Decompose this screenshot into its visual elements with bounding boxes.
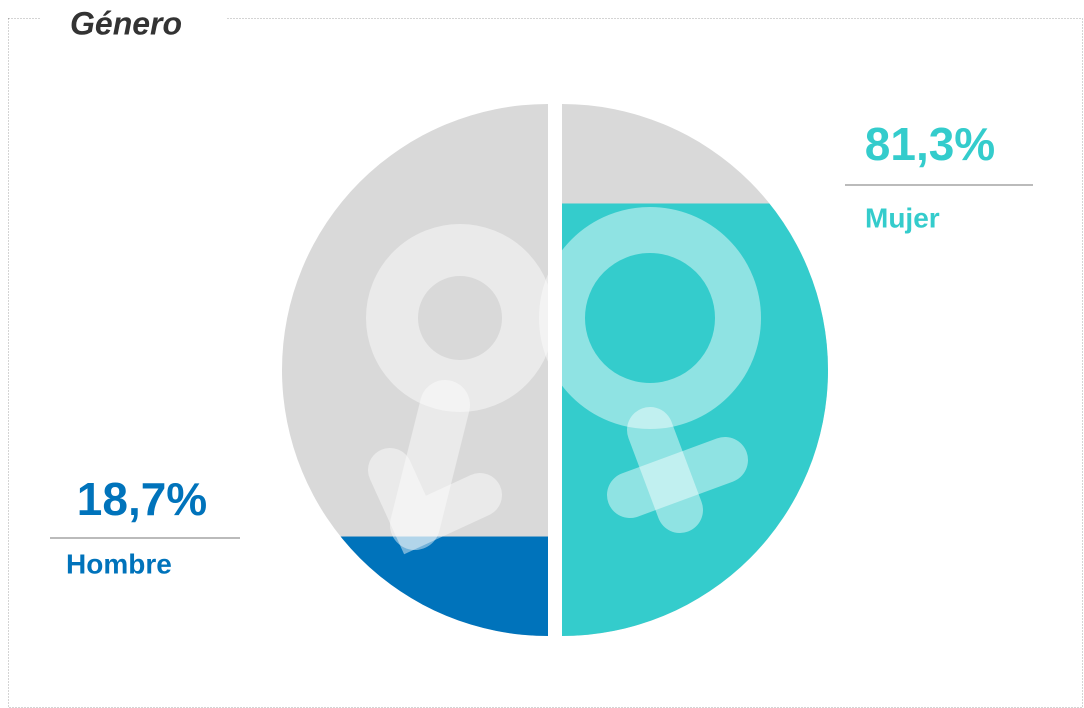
value-label: 18,7% [77, 473, 207, 525]
fill-bar [282, 536, 548, 636]
category-label: Hombre [66, 548, 172, 579]
value-label: 81,3% [865, 118, 995, 170]
marks [282, 104, 828, 636]
gender-icons [366, 207, 761, 555]
chart-title: Género [70, 5, 182, 41]
frame [8, 18, 1083, 708]
title-bg [40, 0, 226, 40]
category-label: Mujer [865, 202, 940, 233]
